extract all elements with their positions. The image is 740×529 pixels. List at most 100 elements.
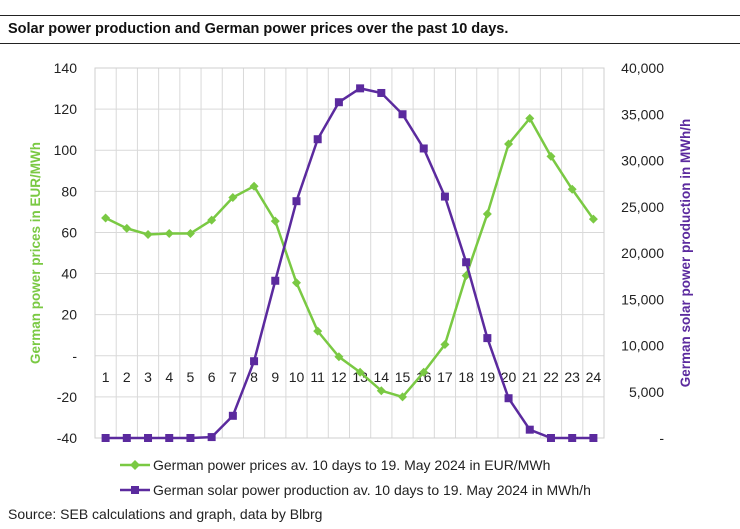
- x-tick-label: 12: [331, 369, 347, 385]
- solar-point: [504, 394, 513, 403]
- price-point: [546, 151, 556, 161]
- price-point: [143, 230, 153, 239]
- left-axis-title: German power prices in EUR/MWh: [28, 142, 43, 364]
- solar-point: [356, 84, 365, 93]
- right-tick-label: 30,000: [621, 153, 664, 169]
- solar-point: [271, 276, 280, 285]
- x-tick-label: 23: [564, 369, 580, 385]
- title-rule-bottom: [0, 43, 740, 44]
- x-tick-label: 5: [187, 369, 195, 385]
- solar-point: [122, 434, 131, 442]
- legend-price-marker: [130, 460, 140, 470]
- x-tick-label: 9: [271, 369, 279, 385]
- left-tick-label: -40: [57, 430, 77, 446]
- chart-title: Solar power production and German power …: [8, 21, 509, 37]
- right-axis-ticks: 40,000 35,000 30,000 25,000 20,000 15,000 10,0…: [621, 60, 664, 446]
- price-point: [313, 326, 323, 336]
- x-tick-label: 1: [102, 369, 110, 385]
- solar-point: [440, 192, 449, 201]
- right-tick-label: -: [659, 430, 664, 446]
- price-point: [440, 339, 450, 349]
- x-tick-label: 14: [374, 369, 390, 385]
- x-tick-label: 2: [123, 369, 131, 385]
- solar-point: [207, 433, 216, 442]
- price-point: [164, 228, 174, 238]
- x-tick-label: 22: [543, 369, 559, 385]
- price-point: [398, 392, 408, 402]
- price-point: [334, 352, 344, 362]
- price-point: [588, 214, 598, 224]
- price-point: [504, 139, 514, 149]
- price-point: [525, 113, 535, 123]
- price-point: [376, 386, 386, 396]
- x-tick-label: 7: [229, 369, 237, 385]
- x-tick-label: 20: [501, 369, 517, 385]
- solar-point: [589, 434, 598, 442]
- x-axis-ticks: 1 2 3 4 5 6 7 8 9 10 11 12 13 14 15 16 17 18 19 20 21 22 23 24: [102, 369, 602, 385]
- right-tick-label: 15,000: [621, 291, 664, 307]
- price-point: [291, 278, 301, 288]
- left-tick-label: -: [72, 348, 77, 364]
- solar-point: [546, 434, 555, 442]
- legend: German power prices av. 10 days to 19. M…: [120, 457, 591, 498]
- x-tick-label: 4: [165, 369, 173, 385]
- price-point: [185, 228, 195, 238]
- right-tick-label: 20,000: [621, 245, 664, 261]
- x-tick-label: 10: [289, 369, 305, 385]
- title-rule-top: [0, 15, 740, 16]
- legend-solar-label: German solar power production av. 10 day…: [153, 482, 591, 498]
- x-tick-label: 11: [310, 369, 325, 385]
- solar-point: [186, 434, 195, 442]
- series-layer: [101, 84, 598, 442]
- solar-point: [377, 88, 386, 97]
- left-tick-label: 100: [54, 142, 78, 158]
- legend-solar-marker: [131, 486, 139, 494]
- solar-point: [292, 197, 301, 206]
- left-tick-label: 80: [61, 183, 77, 199]
- left-tick-label: 60: [61, 224, 77, 240]
- x-tick-label: 15: [395, 369, 411, 385]
- solar-point: [419, 144, 428, 153]
- right-tick-label: 35,000: [621, 106, 664, 122]
- x-tick-label: 18: [458, 369, 474, 385]
- solar-point: [525, 425, 534, 434]
- right-tick-label: 25,000: [621, 199, 664, 215]
- x-tick-label: 17: [437, 369, 453, 385]
- right-tick-label: 10,000: [621, 338, 664, 354]
- price-point: [249, 181, 259, 191]
- price-point: [355, 367, 365, 377]
- price-point: [567, 184, 577, 194]
- left-axis-ticks: 140 120 100 80 60 40 20 - -20 -40: [54, 60, 78, 446]
- solar-point: [101, 434, 110, 442]
- left-tick-label: 140: [54, 60, 78, 76]
- x-tick-label: 24: [586, 369, 602, 385]
- x-tick-label: 8: [250, 369, 258, 385]
- right-axis-title: German solar power production in MWh/h: [678, 119, 693, 388]
- right-tick-label: 40,000: [621, 60, 664, 76]
- solar-point: [250, 357, 259, 366]
- price-point: [207, 215, 217, 225]
- left-tick-label: 20: [61, 307, 77, 323]
- price-point: [101, 213, 111, 223]
- solar-point: [165, 434, 174, 442]
- price-point: [419, 367, 429, 377]
- legend-price-label: German power prices av. 10 days to 19. M…: [153, 457, 550, 473]
- solar-point: [462, 258, 471, 267]
- solar-point: [228, 411, 237, 420]
- price-point: [482, 209, 492, 219]
- x-tick-label: 19: [480, 369, 496, 385]
- solar-point: [398, 110, 407, 119]
- solar-point: [483, 334, 492, 343]
- solar-point: [334, 98, 343, 107]
- x-tick-label: 6: [208, 369, 216, 385]
- solar-point: [144, 434, 153, 442]
- left-tick-label: 120: [54, 101, 78, 117]
- solar-point: [313, 135, 322, 144]
- x-tick-label: 3: [144, 369, 152, 385]
- left-tick-label: 40: [61, 266, 77, 282]
- price-point: [228, 193, 238, 202]
- left-tick-label: -20: [57, 389, 77, 405]
- price-point: [122, 223, 132, 233]
- plot-area: [94, 67, 605, 439]
